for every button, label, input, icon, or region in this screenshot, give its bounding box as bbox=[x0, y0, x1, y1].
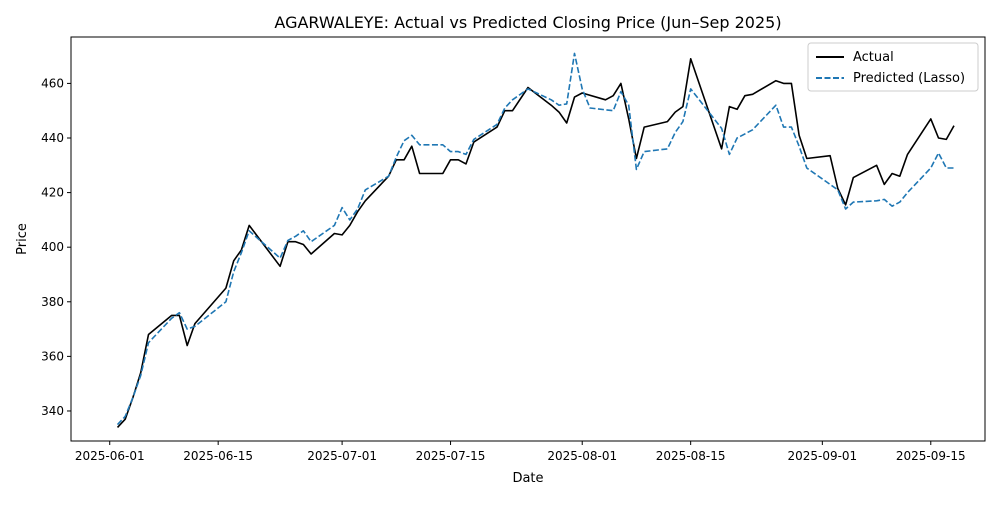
x-tick-label: 2025-08-01 bbox=[547, 449, 617, 463]
x-tick-label: 2025-07-15 bbox=[416, 449, 486, 463]
series-line-actual bbox=[116, 57, 955, 428]
y-tick-label: 400 bbox=[41, 240, 64, 254]
y-axis-label: Price bbox=[15, 223, 30, 255]
y-axis-ticks: 340 360 380 400 420 440 460 bbox=[41, 76, 71, 418]
legend-box bbox=[807, 42, 979, 92]
y-tick-label: 340 bbox=[41, 404, 64, 418]
y-tick-label: 460 bbox=[41, 76, 64, 90]
x-tick-label: 2025-07-01 bbox=[307, 449, 377, 463]
legend: Actual Predicted (Lasso) bbox=[807, 42, 979, 92]
x-axis-label: Date bbox=[512, 471, 543, 486]
x-tick-label: 2025-06-01 bbox=[75, 449, 145, 463]
x-tick-label: 2025-09-15 bbox=[896, 449, 966, 463]
x-axis-ticks: 2025-06-01 2025-06-15 2025-07-01 2025-07-15… bbox=[75, 441, 966, 463]
plot-frame bbox=[70, 36, 986, 442]
y-tick-label: 420 bbox=[41, 186, 64, 200]
plot-series bbox=[116, 52, 955, 428]
legend-label-actual: Actual bbox=[853, 50, 894, 65]
series-line-predicted bbox=[116, 52, 954, 426]
y-tick-label: 360 bbox=[41, 349, 64, 363]
chart-title: AGARWALEYE: Actual vs Predicted Closing … bbox=[274, 13, 781, 32]
x-tick-label: 2025-06-15 bbox=[183, 449, 253, 463]
x-tick-label: 2025-08-15 bbox=[656, 449, 726, 463]
y-tick-label: 440 bbox=[41, 131, 64, 145]
legend-label-predicted: Predicted (Lasso) bbox=[853, 71, 965, 86]
y-tick-label: 380 bbox=[41, 295, 64, 309]
x-tick-label: 2025-09-01 bbox=[787, 449, 857, 463]
